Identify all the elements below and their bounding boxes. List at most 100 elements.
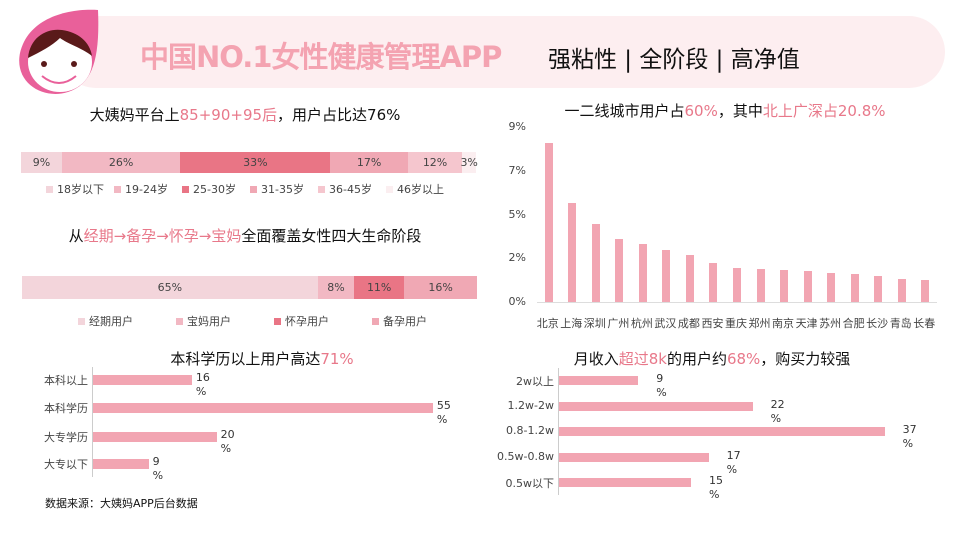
legend-label: 19-24岁 [125,183,168,196]
city-chart-bar [591,224,600,302]
income-chart-bar [559,376,639,385]
city-chart-x-label: 长春 [913,317,936,330]
city-chart-x-label: 成都 [677,317,700,330]
education-chart-bar [93,375,192,385]
education-chart-value-label: 16% [196,371,210,399]
city-chart-y-tick: 7% [508,163,526,177]
income-chart-title: 月收入超过8k的用户约68%，购买力较强 [574,348,851,369]
education-chart-bar [93,459,149,469]
education-chart-bar [93,432,217,442]
city-chart-bar [897,278,906,302]
age-chart-segment: 26% [61,152,181,173]
city-chart-y-tick: 2% [508,251,526,265]
city-chart-x-label: 深圳 [583,317,606,330]
legend-swatch [176,317,183,325]
value-unit: % [220,442,232,455]
value-number: 17 [726,449,741,462]
title-part: 经期→备孕→怀孕→宝妈 [83,227,242,245]
city-chart-x-label: 上海 [560,317,583,330]
legend-label: 31-35岁 [261,183,304,196]
legend-label: 25-30岁 [193,183,236,196]
title-part: 超过8k [618,350,667,368]
income-chart-axis [558,368,559,495]
value-unit: % [902,437,914,450]
legend-swatch [46,185,53,193]
city-chart-bar [827,272,836,302]
age-chart-segment: 3% [460,152,478,173]
title-part: 从 [68,227,84,245]
stage-chart-legend-item: 宝妈用户 [176,313,231,329]
legend-swatch [250,185,257,193]
income-chart-category-label: 2w以上 [516,375,554,388]
city-chart-bar [568,202,577,302]
value-unit: % [195,385,207,398]
age-chart-segment: 17% [330,152,408,173]
city-chart-bar [544,142,553,302]
stage-chart-legend-item: 经期用户 [78,313,133,329]
title-part: 71% [320,350,354,368]
age-chart-title: 大姨妈平台上85+90+95后，用户占比达76% [90,104,401,125]
main-title: 中国NO.1女性健康管理APP [140,40,502,74]
city-chart-bar [756,268,765,302]
education-chart-axis [92,367,93,477]
income-chart-category-label: 0.5w以下 [505,477,555,490]
legend-swatch [318,185,325,193]
city-chart-x-label: 青岛 [889,317,912,330]
value-unit: % [709,488,720,501]
city-chart-x-label: 武汉 [654,317,677,330]
city-chart-bar [638,243,647,302]
education-chart-title: 本科学历以上用户高达71% [170,348,353,369]
income-chart-bar [559,402,753,411]
city-chart-x-label: 天津 [795,317,818,330]
age-chart-segment: 33% [180,152,331,173]
city-chart-x-label: 合肥 [842,317,865,330]
income-chart-value-label: 22% [771,398,785,426]
city-chart-bar [921,279,930,302]
value-number: 9 [152,455,160,468]
city-chart-x-label: 重庆 [724,317,747,330]
education-chart-category-label: 大专学历 [44,431,88,444]
header-banner [60,16,945,88]
city-chart-bar [709,263,718,302]
age-chart-legend-item: 18岁以下 [46,181,104,197]
title-part: 全面覆盖女性四大生命阶段 [241,227,422,245]
education-chart-value-label: 20% [221,428,235,456]
city-chart-x-label: 南京 [772,317,795,330]
stage-chart-segment: 8% [317,276,355,299]
value-unit: % [656,386,667,399]
value-number: 22 [770,398,785,411]
income-chart-bar [559,453,709,462]
education-chart-category-label: 本科学历 [44,402,88,415]
value-number: 16 [195,371,210,384]
city-chart-bar [615,238,624,302]
stage-chart-title: 从经期→备孕→怀孕→宝妈全面覆盖女性四大生命阶段 [69,225,422,246]
value-unit: % [726,463,738,476]
city-chart-y-tick: 5% [508,207,526,221]
city-chart-bar [850,273,859,302]
title-part: 的用户约 [666,350,727,368]
income-chart-category-label: 1.2w-2w [507,399,554,412]
value-unit: % [436,413,448,426]
value-unit: % [770,412,782,425]
city-chart-x-label: 长沙 [866,317,889,330]
income-chart-value-label: 15% [709,474,723,502]
education-chart-bar [93,403,433,413]
city-chart-bar [874,275,883,302]
stage-chart-legend-item: 备孕用户 [372,313,427,329]
income-chart-category-label: 0.8-1.2w [506,424,554,437]
value-number: 37 [902,423,917,436]
legend-swatch [78,317,85,325]
city-chart-y-tick: 0% [508,295,526,308]
title-part: ，用户占比达76% [277,106,401,124]
city-chart-y-tick: 9% [508,120,526,133]
city-chart-bar [685,255,694,302]
age-chart-legend-item: 36-45岁 [318,181,372,197]
city-chart-x-label: 西安 [701,317,724,330]
legend-swatch [182,185,189,193]
stage-chart-segment: 16% [404,276,477,299]
city-chart-x-label: 杭州 [630,317,653,330]
title-part: 一二线城市用户占 [564,102,685,120]
income-chart-value-label: 37% [903,423,917,451]
city-chart-bar [780,269,789,302]
stage-chart-segment: 65% [22,276,318,299]
